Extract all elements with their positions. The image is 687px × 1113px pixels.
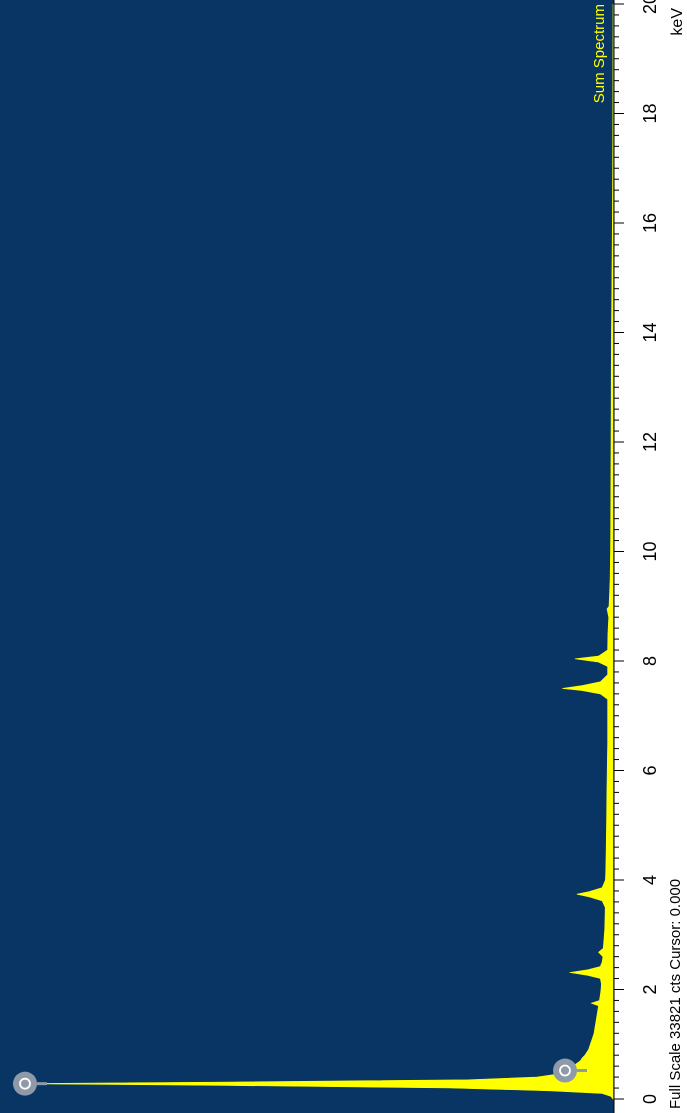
marker-handle-outer[interactable] [13,1071,37,1096]
x-tick-label: 8 [640,656,660,666]
x-tick-label: 6 [640,765,660,775]
x-tick-label: 4 [640,875,660,885]
x-axis-unit-label: keV [669,8,686,36]
marker-handle-ring[interactable] [19,1077,31,1090]
x-tick-label: 16 [640,213,660,233]
marker-handle-ring[interactable] [559,1064,571,1077]
cursor-marker-0[interactable] [13,1071,47,1096]
x-tick-label: 20 [640,0,660,14]
x-tick-label: 12 [640,432,660,452]
footer-status: Full Scale 33821 cts Cursor: 0.000 [667,879,684,1109]
x-tick-label: 2 [640,984,660,994]
marker-handle-outer[interactable] [553,1058,577,1083]
spectrum-series-0 [14,3,614,1100]
plot-background [0,0,614,1113]
spectrum-area-layer [14,3,614,1100]
chart-title: Sum Spectrum [591,4,608,103]
x-tick-label: 0 [640,1094,660,1104]
x-tick-label: 14 [640,322,660,342]
x-tick-label: 10 [640,541,660,561]
cursor-marker-1[interactable] [553,1058,587,1083]
energy-axis: 0 2 4 6 8 10 12 14 16 18 20 keV Full Scale 33821 cts… [613,0,686,1113]
x-tick-label: 18 [640,103,660,123]
cursor-markers[interactable] [13,1058,587,1096]
